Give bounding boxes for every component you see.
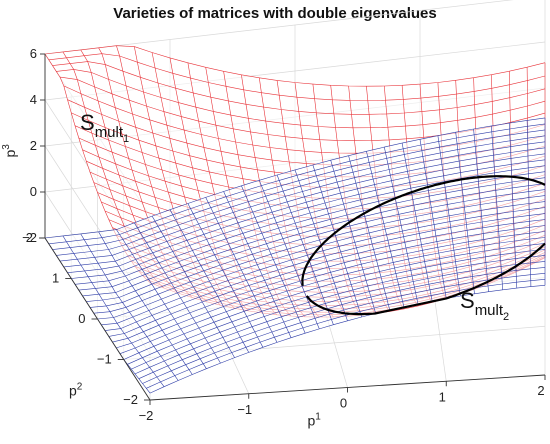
- surface-2-meshline-p2: [86, 183, 546, 302]
- surface-2-meshline-p2: [142, 273, 546, 384]
- p1-tick-label: 2: [537, 383, 544, 398]
- surface-2-meshline-p2: [123, 243, 546, 360]
- surface-2-meshline-p2: [48, 123, 546, 245]
- surface-2-meshline-p2: [134, 261, 546, 375]
- surface-2-meshline-p2: [108, 219, 546, 337]
- surface-2-meshline-p2: [71, 159, 546, 279]
- surface-layer: [44, 45, 546, 394]
- p3-tick-label: 6: [30, 46, 37, 61]
- p3-axis-label: p3: [1, 144, 18, 158]
- p2-tick-label: −2: [123, 392, 138, 407]
- intersection-curve-1: [301, 175, 546, 286]
- p1-tick-label: −2: [139, 408, 154, 423]
- surface-2-meshline-p2: [59, 141, 546, 262]
- surface-2-meshline-p2: [101, 207, 546, 326]
- p2-tick-label: −1: [97, 352, 112, 367]
- surface-2-meshline-p2: [67, 153, 546, 273]
- p3-tick-label: −2: [22, 230, 37, 245]
- surface-1-meshline-p2: [48, 53, 546, 101]
- surface-2-meshline-p2: [56, 135, 546, 256]
- surface-2-meshline-p2: [149, 285, 546, 394]
- surface-2-meshline-p2: [104, 213, 546, 331]
- label-layer: p1 p2 p3 Smult1 Smult2: [1, 110, 509, 429]
- surface-2-meshline-p2: [82, 177, 546, 297]
- surface-2-meshline-p2: [78, 171, 546, 291]
- surface-2-meshline-p2: [44, 117, 546, 239]
- surface-2-meshline-p2: [52, 129, 546, 250]
- p2-tick-label: 2: [26, 230, 33, 245]
- surface-2-meshline-p2: [116, 231, 546, 349]
- surface-2-label: Smult2: [460, 288, 509, 323]
- surface-1-meshline-p2: [56, 69, 546, 129]
- surface-2-meshline-p2: [63, 147, 546, 268]
- surface-2-meshline-p2: [119, 237, 546, 354]
- surface-2-meshline-p2: [131, 255, 546, 370]
- surface-2: [44, 117, 546, 394]
- surface-2-fill: [45, 117, 545, 394]
- intersection-curve-2: [305, 242, 546, 316]
- surface-2-meshline-p2: [112, 225, 546, 343]
- back-wall-gridline-z: [44, 0, 514, 55]
- surface-1-meshline-p2: [52, 61, 546, 115]
- p2-tick-label: 0: [78, 311, 85, 326]
- p1-axis-label: p1: [308, 412, 322, 429]
- surface-2-meshline-p2: [127, 249, 546, 365]
- p3-tick-label: 4: [30, 92, 37, 107]
- p1-tick-label: −1: [237, 402, 252, 417]
- surface-2-meshline-p2: [89, 189, 546, 308]
- p3-tick-label: 0: [30, 184, 37, 199]
- p2-tick-label: 1: [52, 271, 59, 286]
- surface-2-meshline-p2: [93, 195, 546, 314]
- surface-2-meshline-p2: [138, 267, 546, 379]
- surface-2-meshline-p2: [146, 279, 546, 389]
- p2-axis-label: p2: [69, 382, 83, 399]
- p1-tick-label: 1: [439, 389, 446, 404]
- p1-tick-label: 0: [340, 396, 347, 411]
- chart-title: Varieties of matrices with double eigenv…: [113, 5, 436, 22]
- surface-1-label: Smult1: [80, 110, 129, 145]
- surface-1-meshline-p2: [44, 45, 546, 87]
- surface-2-meshline-p2: [74, 165, 546, 285]
- p3-tick-label: 2: [30, 138, 37, 153]
